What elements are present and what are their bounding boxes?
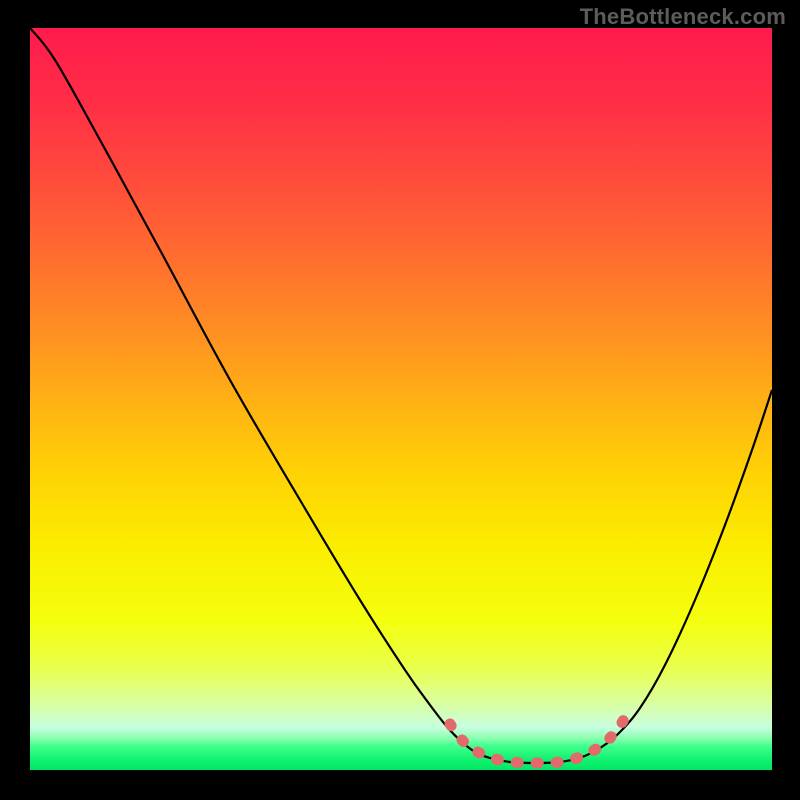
plot-background — [30, 28, 772, 770]
chart-svg — [0, 0, 800, 800]
chart-stage: TheBottleneck.com — [0, 0, 800, 800]
watermark-text: TheBottleneck.com — [580, 4, 786, 30]
